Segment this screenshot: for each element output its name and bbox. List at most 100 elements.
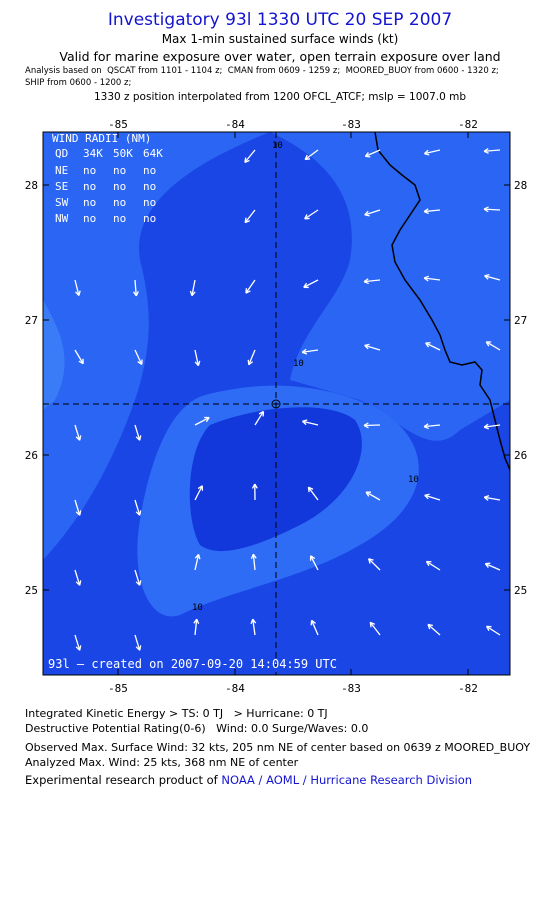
lat-label: 26	[25, 449, 38, 462]
wind-arrow-head	[363, 424, 369, 429]
wind-arrow-head	[139, 645, 142, 651]
wind-arrow-head	[369, 622, 372, 628]
wind-arrow-head	[304, 154, 308, 160]
wind-arrow-head	[244, 157, 247, 163]
wind-arrow	[484, 496, 501, 501]
wind-arrow-head	[244, 220, 251, 224]
hrd-link[interactable]: NOAA / AOML / Hurricane Research Divisio…	[221, 773, 473, 787]
wind-arrow-head	[194, 553, 200, 559]
wind-arrow-head	[363, 422, 369, 427]
wind-arrow	[426, 560, 441, 571]
radii-cell: NW	[55, 212, 69, 225]
wind-arrow-head	[423, 423, 429, 428]
wind-arrow-head	[485, 341, 490, 347]
lon-label: -83	[341, 682, 361, 695]
radii-cell: no	[83, 180, 96, 193]
wind-arrow-head	[427, 624, 431, 630]
storm-center	[271, 399, 281, 409]
wind-arrow-head	[132, 291, 137, 297]
wind-arrow-head	[75, 511, 81, 516]
wind-arrow-head	[483, 206, 489, 210]
radii-cell: no	[83, 196, 96, 209]
wind-arrow-head	[75, 646, 81, 651]
wind-arrow-head	[75, 436, 81, 441]
wind-arrow-head	[78, 360, 84, 365]
wind-arrow	[134, 569, 141, 586]
wind-arrow	[365, 491, 381, 501]
wind-arrow-head	[424, 152, 430, 156]
lon-label: -82	[458, 682, 478, 695]
wind-arrow-head	[135, 511, 141, 516]
wind-arrow-head	[139, 435, 142, 441]
dpr-line: Destructive Potential Rating(0-6) Wind: …	[25, 722, 369, 735]
wind-arrow	[483, 208, 501, 211]
wind-arrow-head	[423, 208, 429, 213]
lon-label: -83	[341, 118, 361, 131]
wind-arrow	[74, 634, 81, 651]
wind-arrow-head	[364, 214, 370, 217]
wind-arrow-head	[135, 436, 141, 441]
wind-arrow-head	[137, 361, 143, 366]
wind-arrow-head	[485, 626, 490, 632]
created-label: 93l — created on 2007-09-20 14:04:59 UTC	[48, 657, 337, 671]
wind-arrow-head	[310, 555, 316, 560]
wind-arrow	[424, 277, 441, 281]
wind-arrow-head	[424, 494, 429, 500]
lat-label: 25	[514, 584, 527, 597]
wind-arrow	[304, 149, 319, 161]
wind-arrow	[74, 424, 81, 441]
radii-title: WIND RADII (NM)	[52, 132, 151, 145]
wind-arrow-head	[425, 342, 430, 348]
wind-arrow-head	[194, 361, 199, 367]
wind-arrow-head	[302, 420, 307, 426]
wind-arrow	[424, 494, 441, 501]
subtitle: Max 1-min sustained surface winds (kt)	[161, 32, 399, 46]
lon-label: -84	[225, 118, 245, 131]
wind-arrow-head	[78, 290, 81, 296]
wind-arrow	[364, 344, 381, 351]
wind-arrow-head	[135, 581, 141, 586]
radii-cell: no	[143, 196, 156, 209]
position-note: 1330 z position interpolated from 1200 O…	[93, 91, 467, 103]
lon-label: -85	[108, 118, 128, 131]
wind-arrow	[483, 149, 501, 152]
title: Investigatory 93l 1330 UTC 20 SEP 2007	[107, 10, 453, 30]
wind-arrow	[252, 619, 256, 636]
wind-arrow-head	[423, 277, 429, 282]
radii-header: 64K	[143, 147, 163, 160]
wind-arrow-head	[75, 291, 80, 296]
wind-arrow-head	[483, 496, 489, 501]
valid-note: Valid for marine exposure over water, op…	[59, 49, 501, 64]
wind-arrow-head	[79, 510, 82, 516]
wind-arrow-head	[196, 618, 200, 624]
wind-arrow-head	[364, 343, 370, 347]
wind-arrow-head	[483, 147, 489, 152]
contour-label: 10	[293, 359, 304, 369]
wind-arrow-head	[363, 281, 369, 285]
wind-arrow-head	[364, 152, 369, 157]
wind-arrow	[425, 342, 441, 351]
wind-arrow	[303, 279, 319, 288]
wind-arrow-head	[139, 580, 142, 586]
wind-arrow	[304, 209, 319, 220]
lat-label: 28	[514, 179, 527, 192]
wind-arrow-head	[483, 208, 489, 213]
lon-label: -82	[458, 118, 478, 131]
wind-arrow	[248, 349, 256, 365]
wind-arrow	[424, 424, 441, 428]
lon-label: -85	[108, 682, 128, 695]
wind-arrow-head	[191, 291, 196, 297]
wind-arrow	[485, 341, 501, 351]
wind-arrow-head	[135, 291, 139, 297]
wind-arrow	[245, 279, 256, 294]
wind-arrow	[302, 420, 319, 426]
wind-arrow-head	[245, 288, 248, 294]
radii-cell: no	[143, 164, 156, 177]
wind-arrow-head	[483, 150, 489, 154]
wind-arrow-head	[303, 282, 308, 288]
wind-arrow-head	[197, 485, 203, 490]
lat-label: 26	[514, 449, 527, 462]
observed-line: Observed Max. Surface Wind: 32 kts, 205 …	[25, 741, 531, 754]
radii-cell: no	[113, 180, 126, 193]
